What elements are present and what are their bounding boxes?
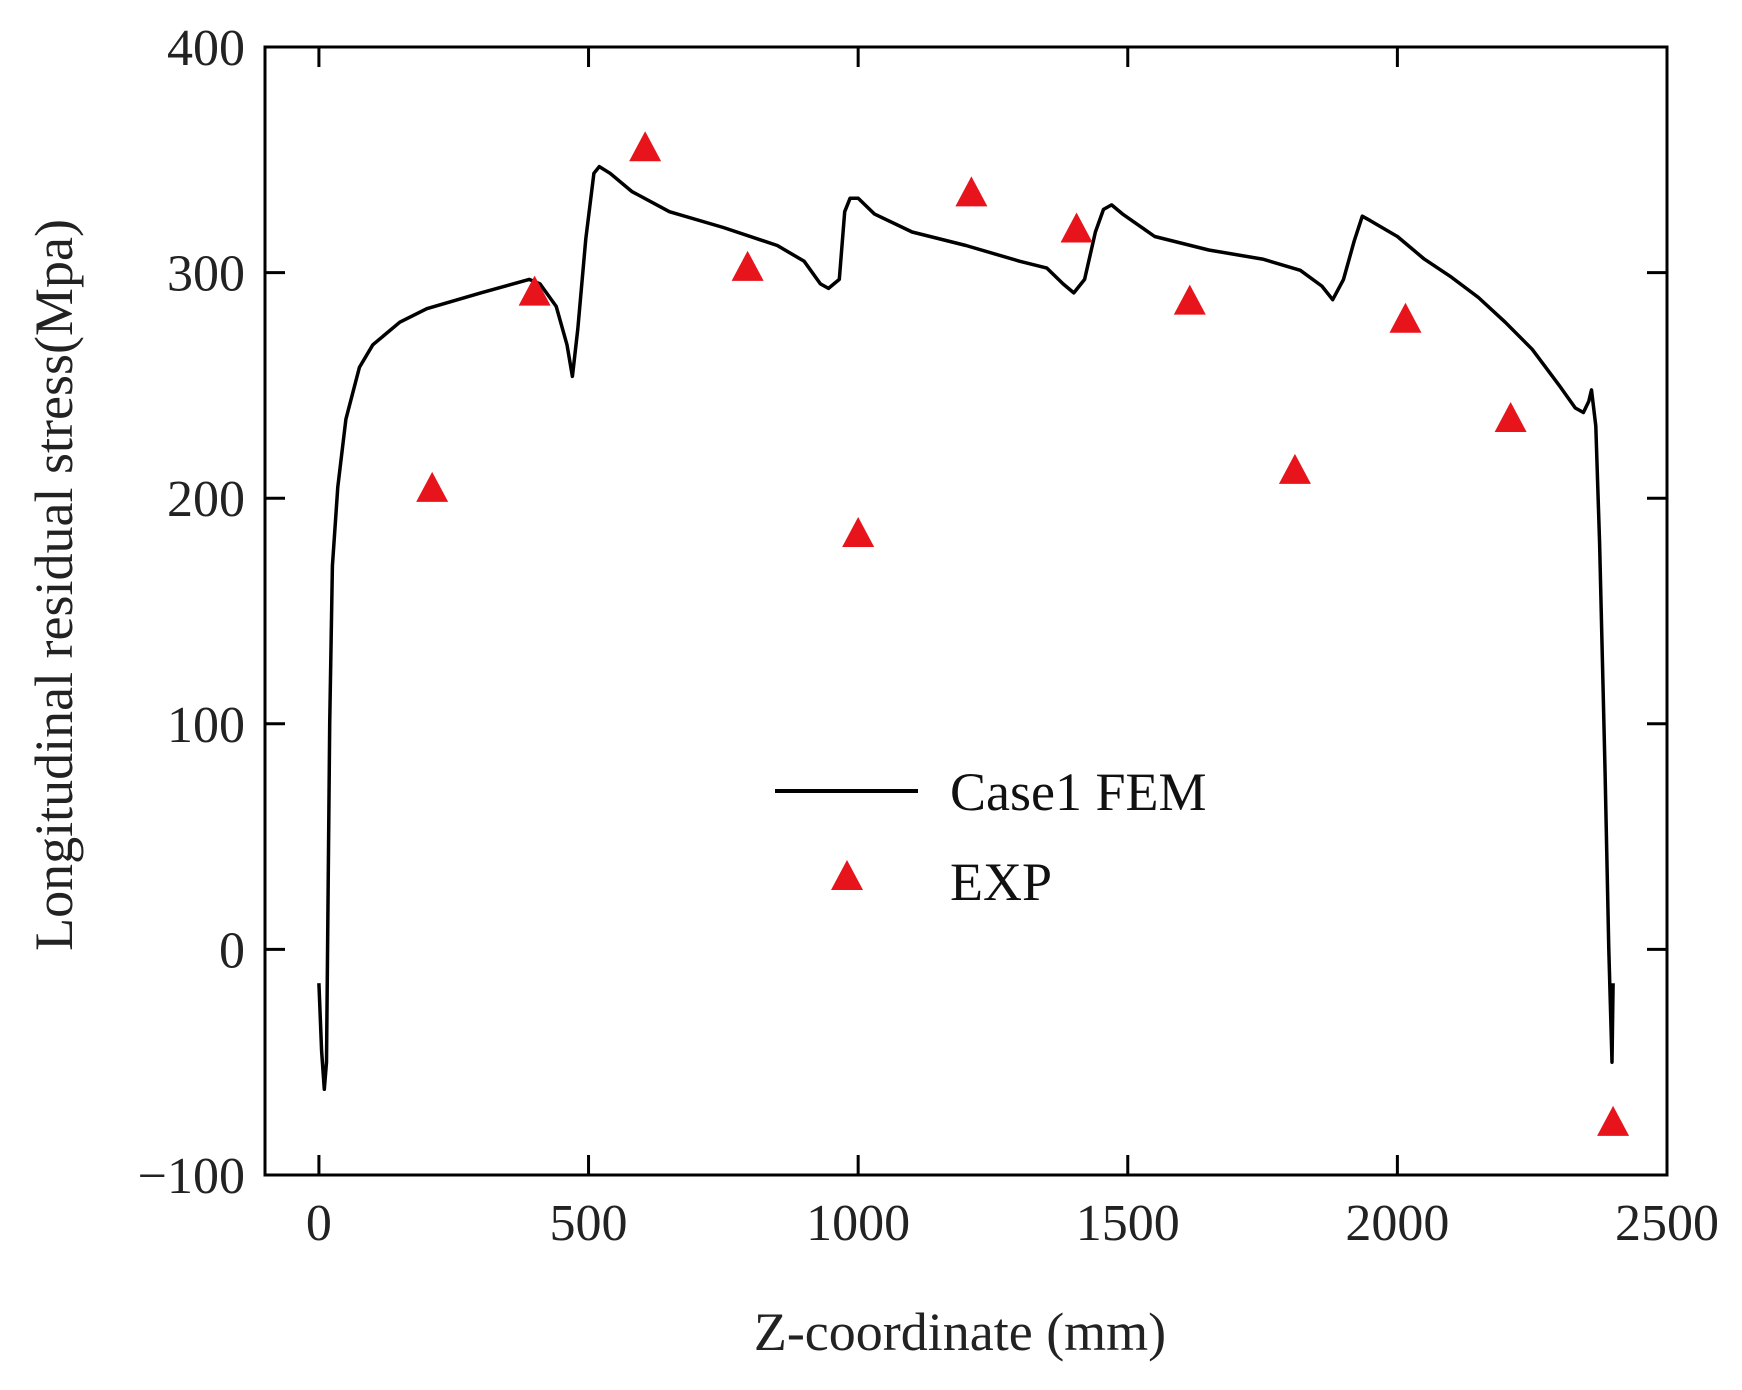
y-tick-label: 200 [167,471,245,528]
fem-line [317,164,1615,1092]
exp-point [1173,284,1206,315]
exp-point [629,131,662,162]
x-tick-label: 2000 [1345,1195,1449,1252]
legend-label-fem: Case1 FEM [950,762,1207,822]
exp-point [1060,212,1093,243]
x-tick-label: 0 [306,1195,332,1252]
x-tick-label: 1000 [806,1195,910,1252]
exp-point [1389,302,1422,333]
y-tick-label: 100 [167,697,245,754]
exp-point [1278,453,1311,484]
exp-point [955,176,988,207]
y-tick-label: 300 [167,246,245,303]
plot-layer [317,131,1630,1136]
y-tick-label: −100 [138,1148,245,1205]
plot-frame [263,45,1669,1177]
legend-triangle-swatch [831,860,863,890]
x-tick-label: 1500 [1076,1195,1180,1252]
ticks-layer [265,45,1669,1177]
x-tick-label: 500 [550,1195,628,1252]
x-axis-title: Z-coordinate (mm) [754,1302,1166,1362]
y-tick-label: 0 [219,922,245,979]
labels-layer: 0 500 1000 1500 2000 2500 −100 0 100 200 300 400 [138,20,1719,1252]
exp-point [1494,401,1527,432]
exp-point [1597,1105,1630,1136]
exp-point [518,275,551,306]
legend: Case1 FEM EXP [775,762,1207,912]
exp-point [416,471,449,502]
y-tick-label: 400 [167,20,245,77]
legend-label-exp: EXP [950,852,1052,912]
exp-point [731,250,764,281]
exp-point [842,517,875,548]
x-tick-label: 2500 [1615,1195,1719,1252]
y-axis-title: Longitudinal residual stress(Mpa) [24,219,84,951]
